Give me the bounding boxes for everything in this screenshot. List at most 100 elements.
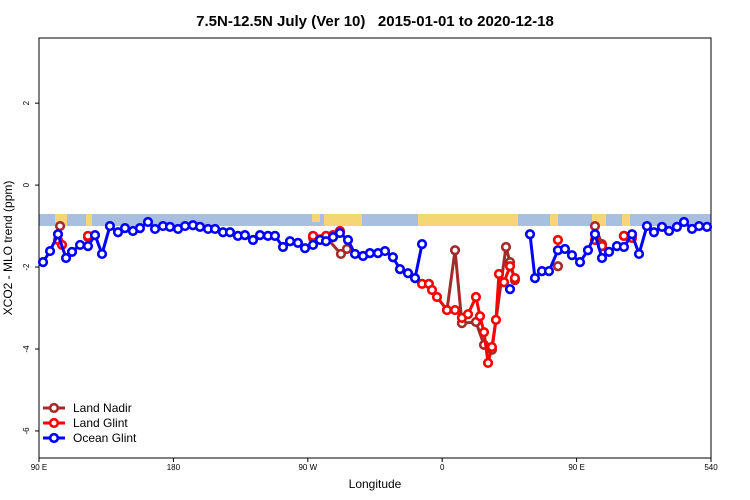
point	[299, 243, 311, 254]
point	[164, 221, 176, 232]
map-strip	[39, 214, 711, 226]
point	[566, 250, 578, 261]
point	[504, 284, 516, 295]
point	[149, 223, 161, 235]
point	[574, 257, 586, 268]
point	[52, 229, 64, 240]
point	[486, 341, 498, 353]
legend-marker	[48, 417, 60, 429]
point	[44, 245, 56, 257]
point	[284, 236, 296, 247]
point	[493, 268, 505, 280]
point	[327, 232, 339, 243]
point	[96, 248, 108, 260]
point	[633, 248, 645, 260]
point	[89, 229, 101, 241]
point	[498, 277, 510, 288]
point	[582, 245, 594, 256]
point	[416, 239, 428, 250]
point	[82, 241, 94, 252]
point	[394, 264, 406, 275]
point	[209, 223, 221, 235]
x-tick-label: 90 W	[298, 463, 317, 472]
point	[504, 261, 516, 272]
point	[134, 223, 146, 234]
x-axis-label: Longitude	[349, 477, 402, 491]
point	[470, 291, 482, 303]
point	[529, 273, 541, 284]
point	[194, 221, 206, 232]
land-patch	[86, 214, 92, 226]
point	[37, 257, 49, 268]
point	[320, 236, 332, 247]
point	[307, 239, 319, 251]
point	[641, 220, 653, 232]
land-patch	[622, 214, 630, 226]
point	[559, 243, 571, 255]
y-tick-label: -6	[22, 427, 31, 435]
point	[379, 245, 391, 257]
point	[409, 273, 421, 284]
point	[509, 273, 521, 284]
point	[66, 246, 78, 257]
point	[334, 227, 346, 239]
legend-label: Ocean Glint	[73, 431, 137, 445]
point	[441, 304, 453, 316]
point	[552, 234, 564, 246]
point	[307, 230, 319, 242]
y-tick-label: 0	[22, 182, 31, 187]
point	[678, 216, 690, 228]
point	[449, 304, 461, 316]
x-tick-label: 90 E	[31, 463, 47, 472]
x-tick-label: 540	[704, 463, 718, 472]
point	[60, 252, 72, 264]
point	[589, 220, 601, 232]
point	[349, 248, 361, 260]
point	[626, 229, 638, 240]
point	[552, 261, 564, 272]
point	[449, 245, 461, 256]
point	[239, 229, 251, 241]
chart-title: 7.5N-12.5N July (Ver 10) 2015-01-01 to 2…	[196, 13, 554, 30]
plot-frame	[38, 37, 712, 459]
point	[589, 229, 601, 240]
point	[179, 220, 191, 232]
point	[224, 227, 236, 238]
point	[596, 252, 608, 264]
legend-label: Land Glint	[73, 416, 128, 430]
point	[478, 327, 490, 338]
point	[341, 243, 353, 255]
point	[618, 241, 630, 253]
legend-marker	[48, 402, 60, 414]
point	[701, 221, 713, 232]
point	[426, 284, 438, 296]
point	[292, 237, 304, 248]
y-axis-label: XCO2 - MLO trend (ppm)	[1, 181, 15, 316]
series-line	[313, 226, 624, 350]
point	[474, 311, 486, 322]
point	[490, 314, 502, 326]
land-patch	[550, 214, 558, 226]
point	[482, 357, 494, 369]
point	[431, 291, 443, 303]
land-patch	[418, 214, 518, 226]
y-tick-label: -2	[22, 263, 31, 271]
y-tick-label: -4	[22, 345, 31, 353]
point	[119, 223, 131, 234]
x-tick-label: 90 E	[568, 463, 584, 472]
point	[74, 239, 86, 251]
point	[112, 227, 124, 238]
point	[247, 234, 259, 246]
point	[387, 252, 399, 263]
point	[254, 229, 266, 241]
legend-marker	[48, 432, 60, 444]
point	[543, 266, 555, 277]
point	[693, 220, 705, 232]
point	[500, 241, 512, 253]
y-tick-label: 2	[22, 100, 31, 105]
land-patch	[312, 214, 320, 222]
point	[603, 246, 615, 257]
point	[618, 230, 630, 242]
point	[342, 234, 354, 246]
